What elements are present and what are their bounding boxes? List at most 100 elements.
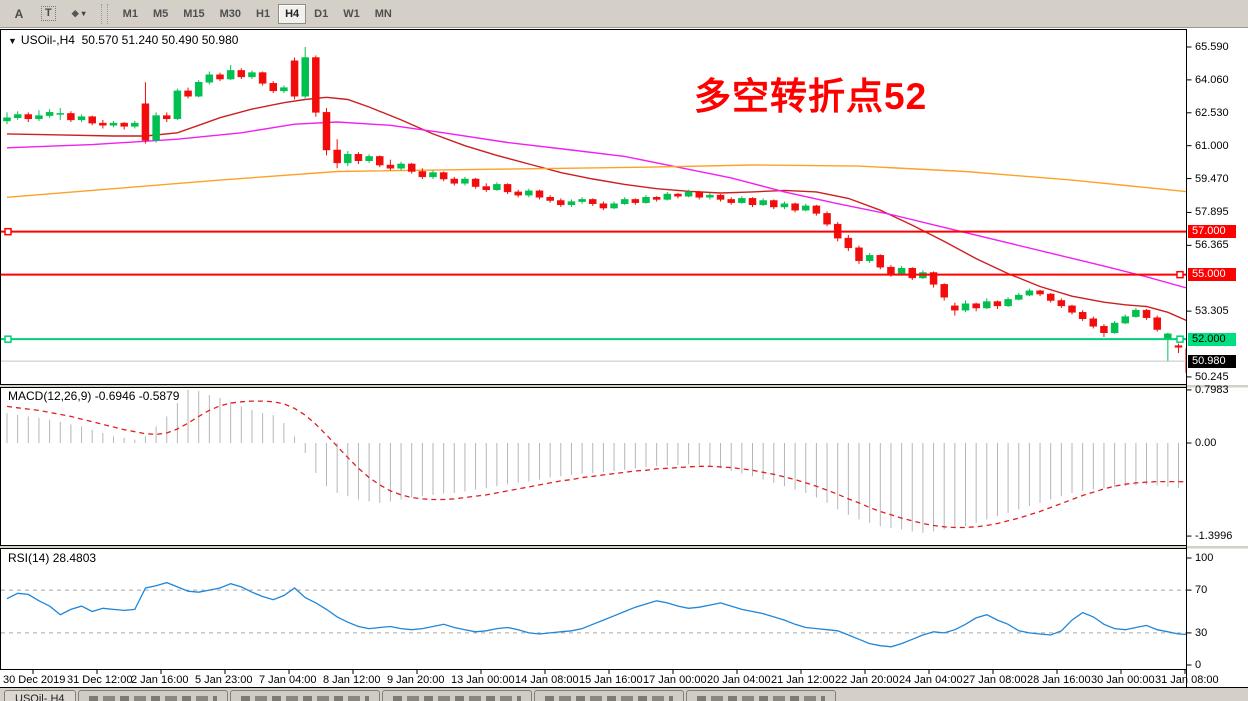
candle-up[interactable]	[610, 203, 618, 209]
candle-down[interactable]	[237, 70, 246, 78]
chart-tab[interactable]	[381, 690, 532, 701]
candle-down[interactable]	[1078, 312, 1087, 320]
candle-down[interactable]	[1057, 300, 1066, 307]
candle-down[interactable]	[386, 164, 395, 169]
candle-up[interactable]	[152, 115, 160, 141]
chart-tab[interactable]	[685, 690, 836, 701]
candle-up[interactable]	[802, 205, 810, 211]
candle-up[interactable]	[567, 201, 576, 206]
candle-up[interactable]	[3, 117, 11, 122]
candle-down[interactable]	[748, 198, 757, 206]
timeframe-m1-button[interactable]: M1	[116, 4, 145, 24]
candle-down[interactable]	[1142, 309, 1151, 318]
candle-down[interactable]	[1068, 305, 1076, 313]
candle-down[interactable]	[99, 122, 107, 126]
candle-down[interactable]	[376, 156, 384, 166]
candle-down[interactable]	[439, 172, 448, 180]
candle-down[interactable]	[471, 178, 480, 187]
toolbar-grip[interactable]	[100, 3, 108, 24]
candle-up[interactable]	[983, 301, 991, 309]
candle-up[interactable]	[205, 74, 214, 83]
candle-up[interactable]	[759, 200, 767, 206]
candle-down[interactable]	[258, 72, 267, 84]
timeframe-h4-button[interactable]: H4	[278, 3, 307, 24]
candle-up[interactable]	[1004, 299, 1012, 307]
macd-panel[interactable]	[0, 387, 1187, 546]
candle-down[interactable]	[269, 83, 277, 92]
candle-up[interactable]	[77, 116, 86, 121]
candle-up[interactable]	[109, 122, 118, 126]
candle-up[interactable]	[1132, 309, 1140, 317]
candle-up[interactable]	[13, 114, 22, 118]
candle-down[interactable]	[727, 199, 735, 203]
candle-up[interactable]	[344, 154, 352, 164]
candle-down[interactable]	[589, 199, 597, 204]
candle-down[interactable]	[546, 197, 554, 201]
line-handle[interactable]	[4, 335, 12, 343]
candle-up[interactable]	[1015, 294, 1023, 300]
timeframe-h1-button[interactable]: H1	[249, 4, 277, 24]
candle-down[interactable]	[599, 203, 608, 209]
candle-up[interactable]	[56, 113, 64, 115]
candle-down[interactable]	[972, 303, 980, 309]
candle-up[interactable]	[780, 203, 789, 208]
candle-up[interactable]	[961, 303, 970, 311]
candle-down[interactable]	[791, 203, 799, 211]
candle-down[interactable]	[418, 171, 427, 178]
candle-up[interactable]	[525, 190, 533, 196]
candle-up[interactable]	[248, 72, 256, 78]
candle-down[interactable]	[407, 163, 416, 172]
candle-down[interactable]	[716, 194, 725, 200]
candle-up[interactable]	[173, 90, 182, 120]
candle-up[interactable]	[397, 163, 405, 169]
candle-up[interactable]	[131, 122, 139, 127]
candle-down[interactable]	[674, 193, 682, 197]
candle-down[interactable]	[163, 115, 171, 120]
candle-down[interactable]	[652, 197, 661, 200]
candle-down[interactable]	[908, 267, 916, 279]
candle-down[interactable]	[940, 284, 948, 298]
candle-up[interactable]	[706, 194, 714, 198]
candle-down[interactable]	[631, 199, 640, 203]
candle-up[interactable]	[35, 115, 43, 120]
candle-up[interactable]	[663, 193, 672, 200]
chart-tab-usoil[interactable]: USOil-,H4	[4, 690, 76, 701]
candle-down[interactable]	[88, 116, 96, 124]
chart-tab[interactable]	[533, 690, 684, 701]
candle-down[interactable]	[823, 213, 831, 225]
candle-up[interactable]	[1121, 316, 1129, 324]
timeframe-m15-button[interactable]: M15	[176, 4, 211, 24]
candle-down[interactable]	[1046, 293, 1055, 301]
line-handle[interactable]	[1176, 335, 1184, 343]
candle-up[interactable]	[1025, 290, 1034, 296]
candle-down[interactable]	[354, 154, 363, 161]
candle-up[interactable]	[684, 191, 693, 197]
ma-fast-red[interactable]	[6, 96, 1189, 321]
candle-down[interactable]	[557, 200, 565, 206]
candle-down[interactable]	[535, 190, 544, 198]
timeframe-d1-button[interactable]: D1	[307, 4, 335, 24]
candle-up[interactable]	[620, 199, 629, 204]
candle-down[interactable]	[322, 112, 331, 151]
candle-down[interactable]	[482, 186, 490, 191]
rsi-panel[interactable]	[0, 548, 1187, 670]
candle-down[interactable]	[120, 122, 128, 127]
line-handle[interactable]	[1176, 270, 1184, 279]
candle-down[interactable]	[887, 266, 895, 274]
candle-down[interactable]	[141, 103, 150, 141]
candle-up[interactable]	[301, 57, 309, 97]
candle-down[interactable]	[184, 90, 192, 97]
candle-down[interactable]	[1153, 317, 1161, 330]
timeframe-m5-button[interactable]: M5	[146, 4, 175, 24]
ma-mid-magenta[interactable]	[6, 121, 1189, 289]
candle-down[interactable]	[993, 301, 1002, 307]
candle-up[interactable]	[194, 82, 203, 97]
candle-down[interactable]	[67, 113, 75, 121]
candle-up[interactable]	[578, 199, 586, 202]
candle-down[interactable]	[812, 205, 821, 214]
timeframe-m30-button[interactable]: M30	[213, 4, 248, 24]
candle-up[interactable]	[738, 198, 746, 203]
text-tool-button[interactable]: T	[34, 3, 63, 25]
candle-up[interactable]	[280, 87, 288, 92]
